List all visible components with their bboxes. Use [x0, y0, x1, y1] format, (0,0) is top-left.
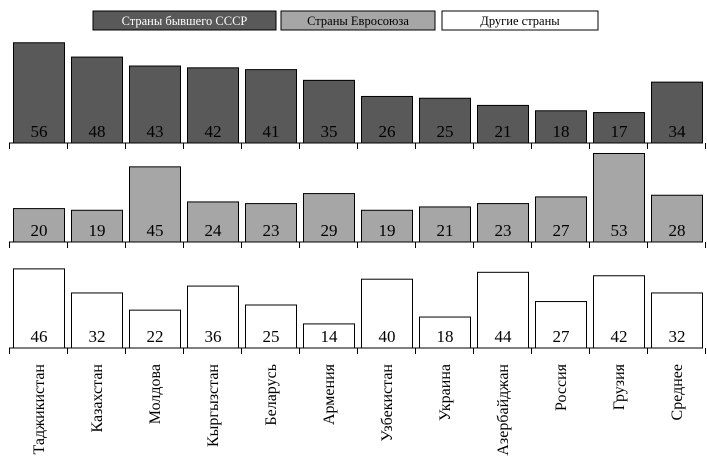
- legend-label-2: Страны Евросоюза: [307, 14, 409, 28]
- data-label-1-10: 18: [553, 122, 570, 141]
- data-label-3-9: 44: [495, 327, 513, 346]
- category-label-12: Среднее: [669, 364, 686, 420]
- data-label-2-9: 23: [495, 221, 512, 240]
- data-label-2-12: 28: [669, 221, 686, 240]
- category-label-5: Беларусь: [263, 364, 280, 426]
- data-label-1-3: 43: [147, 122, 164, 141]
- data-label-3-6: 14: [321, 327, 339, 346]
- category-label-8: Украина: [437, 364, 454, 421]
- data-label-1-4: 42: [205, 122, 222, 141]
- data-label-3-5: 25: [263, 327, 280, 346]
- data-label-3-8: 18: [437, 327, 454, 346]
- category-label-11: Грузия: [611, 363, 628, 410]
- data-label-3-10: 27: [553, 327, 571, 346]
- data-label-2-3: 45: [147, 221, 164, 240]
- category-label-6: Армения: [321, 363, 338, 425]
- data-label-2-8: 21: [437, 221, 454, 240]
- data-label-3-3: 22: [147, 327, 164, 346]
- data-label-1-5: 41: [263, 122, 280, 141]
- data-label-2-5: 23: [263, 221, 280, 240]
- category-label-4: Кыргызстан: [205, 364, 222, 447]
- data-label-2-6: 29: [321, 221, 338, 240]
- data-label-3-2: 32: [89, 327, 106, 346]
- category-label-9: Азербайджан: [495, 364, 512, 456]
- data-label-2-7: 19: [379, 221, 396, 240]
- category-label-7: Узбекистан: [379, 364, 396, 442]
- legend-label-3: Другие страны: [480, 14, 560, 28]
- category-label-10: Россия: [553, 363, 570, 411]
- data-label-1-9: 21: [495, 122, 512, 141]
- data-label-3-4: 36: [205, 327, 222, 346]
- data-label-1-11: 17: [611, 122, 629, 141]
- data-label-3-12: 32: [669, 327, 686, 346]
- data-label-1-8: 25: [437, 122, 454, 141]
- data-label-3-7: 40: [379, 327, 396, 346]
- data-label-1-2: 48: [89, 122, 106, 141]
- category-label-2: Казахстан: [89, 364, 106, 433]
- data-label-3-1: 46: [31, 327, 48, 346]
- data-label-2-2: 19: [89, 221, 106, 240]
- data-label-1-1: 56: [31, 122, 48, 141]
- data-label-2-11: 53: [611, 221, 628, 240]
- data-label-3-11: 42: [611, 327, 628, 346]
- data-label-2-10: 27: [553, 221, 571, 240]
- data-label-1-12: 34: [669, 122, 687, 141]
- legend-label-1: Страны бывшего СССР: [122, 14, 248, 28]
- data-label-2-4: 24: [205, 221, 223, 240]
- data-label-1-6: 35: [321, 122, 338, 141]
- category-label-3: Молдова: [147, 364, 164, 424]
- data-label-1-7: 26: [379, 122, 396, 141]
- category-label-1: Таджикистан: [31, 364, 48, 455]
- data-label-2-1: 20: [31, 221, 48, 240]
